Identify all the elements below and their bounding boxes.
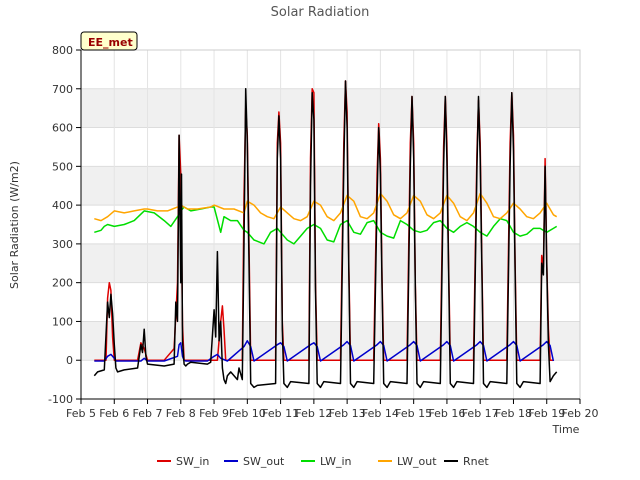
y-tick-label: 500 <box>52 160 73 173</box>
x-tick-label: Feb 15 <box>395 407 432 420</box>
x-tick-label: Feb 8 <box>166 407 196 420</box>
x-tick-label: Feb 19 <box>528 407 565 420</box>
x-tick-label: Feb 13 <box>329 407 366 420</box>
legend-label: LW_out <box>397 455 437 468</box>
series-lines <box>93 80 558 389</box>
x-tick-label: Feb 5 <box>66 407 96 420</box>
y-tick-label: 400 <box>52 199 73 212</box>
legend-label: Rnet <box>463 455 489 468</box>
annotation-label: EE_met <box>88 36 133 49</box>
y-tick-label: 300 <box>52 238 73 251</box>
series-line-sw-out <box>94 340 555 362</box>
x-tick-label: Feb 17 <box>462 407 499 420</box>
legend: SW_in SW_out LW_in LW_out Rnet <box>157 455 489 468</box>
plot-background <box>81 50 580 399</box>
x-axis-label: Time <box>552 423 580 436</box>
annotation-box: EE_met <box>80 31 138 51</box>
x-tick-label: Feb 6 <box>99 407 129 420</box>
y-tick-label: 0 <box>66 354 73 367</box>
chart-title: Solar Radiation <box>271 5 370 20</box>
x-tick-label: Feb 7 <box>133 407 163 420</box>
x-tick-label: Feb 10 <box>229 407 266 420</box>
x-tick-label: Feb 12 <box>295 407 332 420</box>
y-tick-label: 800 <box>52 44 73 57</box>
y-tick-label: 100 <box>52 315 73 328</box>
grid-band <box>81 88 580 128</box>
grid-band <box>81 166 580 206</box>
x-tick-label: Feb 11 <box>262 407 299 420</box>
x-tick-label: Feb 20 <box>562 407 599 420</box>
x-tick-label: Feb 14 <box>362 407 399 420</box>
y-tick-label: 600 <box>52 122 73 135</box>
legend-label: LW_in <box>320 455 352 468</box>
y-axis-label: Solar Radiation (W/m2) <box>8 161 21 289</box>
y-tick-label: -100 <box>48 393 73 406</box>
axes: -100 0 100 200 300 400 500 600 700 800 Feb 5 Feb 6 F… <box>48 44 598 420</box>
x-tick-label: Feb 18 <box>495 407 532 420</box>
y-tick-label: 200 <box>52 277 73 290</box>
grid-lines <box>80 49 581 400</box>
x-tick-label: Feb 9 <box>199 407 229 420</box>
x-tick-label: Feb 16 <box>428 407 465 420</box>
legend-label: SW_in <box>176 455 209 468</box>
legend-label: SW_out <box>243 455 285 468</box>
series-line-rnet <box>93 80 558 389</box>
grid-band <box>81 243 580 283</box>
y-tick-label: 700 <box>52 83 73 96</box>
